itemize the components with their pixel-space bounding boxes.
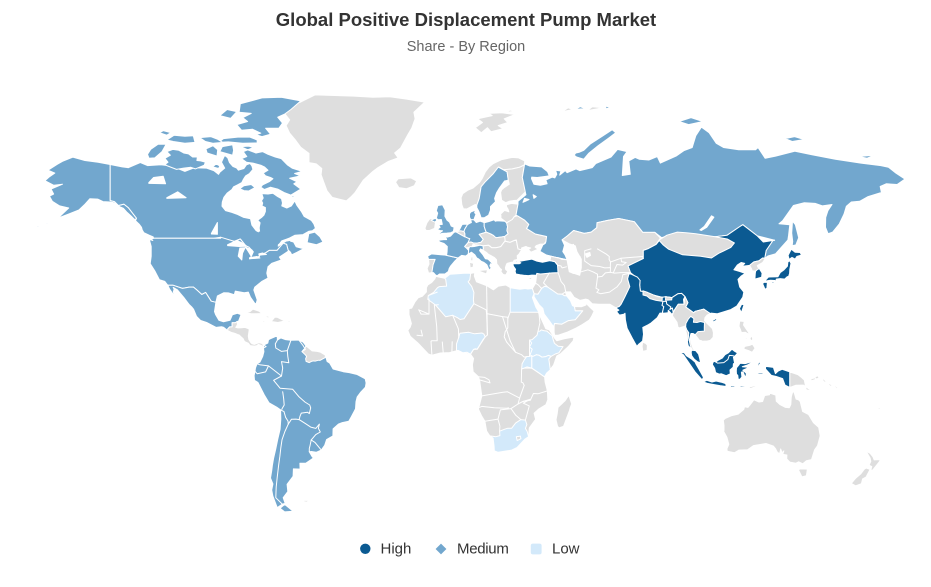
svg-text:High: High [381,541,412,558]
svg-text:Share - By Region: Share - By Region [407,39,525,55]
svg-text:Global Positive Displacement P: Global Positive Displacement Pump Market [276,9,656,30]
svg-text:Low: Low [552,541,580,558]
svg-text:Medium: Medium [457,541,509,558]
